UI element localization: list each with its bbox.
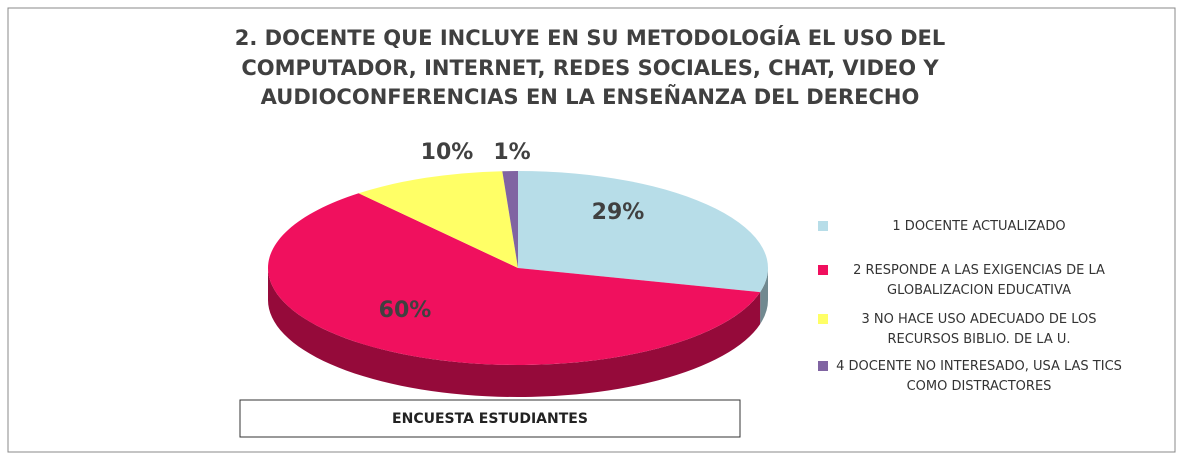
data-label: 60% (379, 298, 432, 323)
chart-title: AUDIOCONFERENCIAS EN LA ENSEÑANZA DEL DE… (261, 84, 920, 109)
legend-swatch (818, 361, 828, 371)
legend-label: 4 DOCENTE NO INTERESADO, USA LAS TICS CO… (836, 359, 1122, 394)
legend-label: 2 RESPONDE A LAS EXIGENCIAS DE LA GLOBAL… (853, 263, 1105, 298)
slice (358, 171, 518, 268)
annotation: ENCUESTA ESTUDIANTES (392, 411, 588, 427)
legend-label: 3 NO HACE USO ADECUADO DE LOS RECURSOS B… (861, 312, 1097, 347)
chart-title: 2. DOCENTE QUE INCLUYE EN SU METODOLOGÍA… (235, 25, 945, 50)
legend-item: 4 DOCENTE NO INTERESADO, USA LAS TICS CO… (818, 357, 1138, 397)
data-label: 29% (592, 200, 645, 225)
data-label: 10% (421, 140, 474, 165)
slice (268, 193, 761, 365)
slice-side (760, 268, 768, 325)
slice (518, 171, 769, 293)
slice-side (267, 268, 761, 398)
slice (502, 171, 518, 268)
legend-swatch (818, 221, 828, 231)
legend-item: 1 DOCENTE ACTUALIZADO (818, 217, 1138, 237)
legend-swatch (818, 314, 828, 324)
annotation-box (239, 399, 741, 438)
legend-item: 2 RESPONDE A LAS EXIGENCIAS DE LA GLOBAL… (818, 261, 1138, 301)
legend-item: 3 NO HACE USO ADECUADO DE LOS RECURSOS B… (818, 310, 1138, 350)
legend-swatch (818, 265, 828, 275)
legend-label: 1 DOCENTE ACTUALIZADO (892, 219, 1066, 234)
chart-title: COMPUTADOR, INTERNET, REDES SOCIALES, CH… (241, 56, 939, 80)
data-label: 1% (493, 140, 530, 165)
